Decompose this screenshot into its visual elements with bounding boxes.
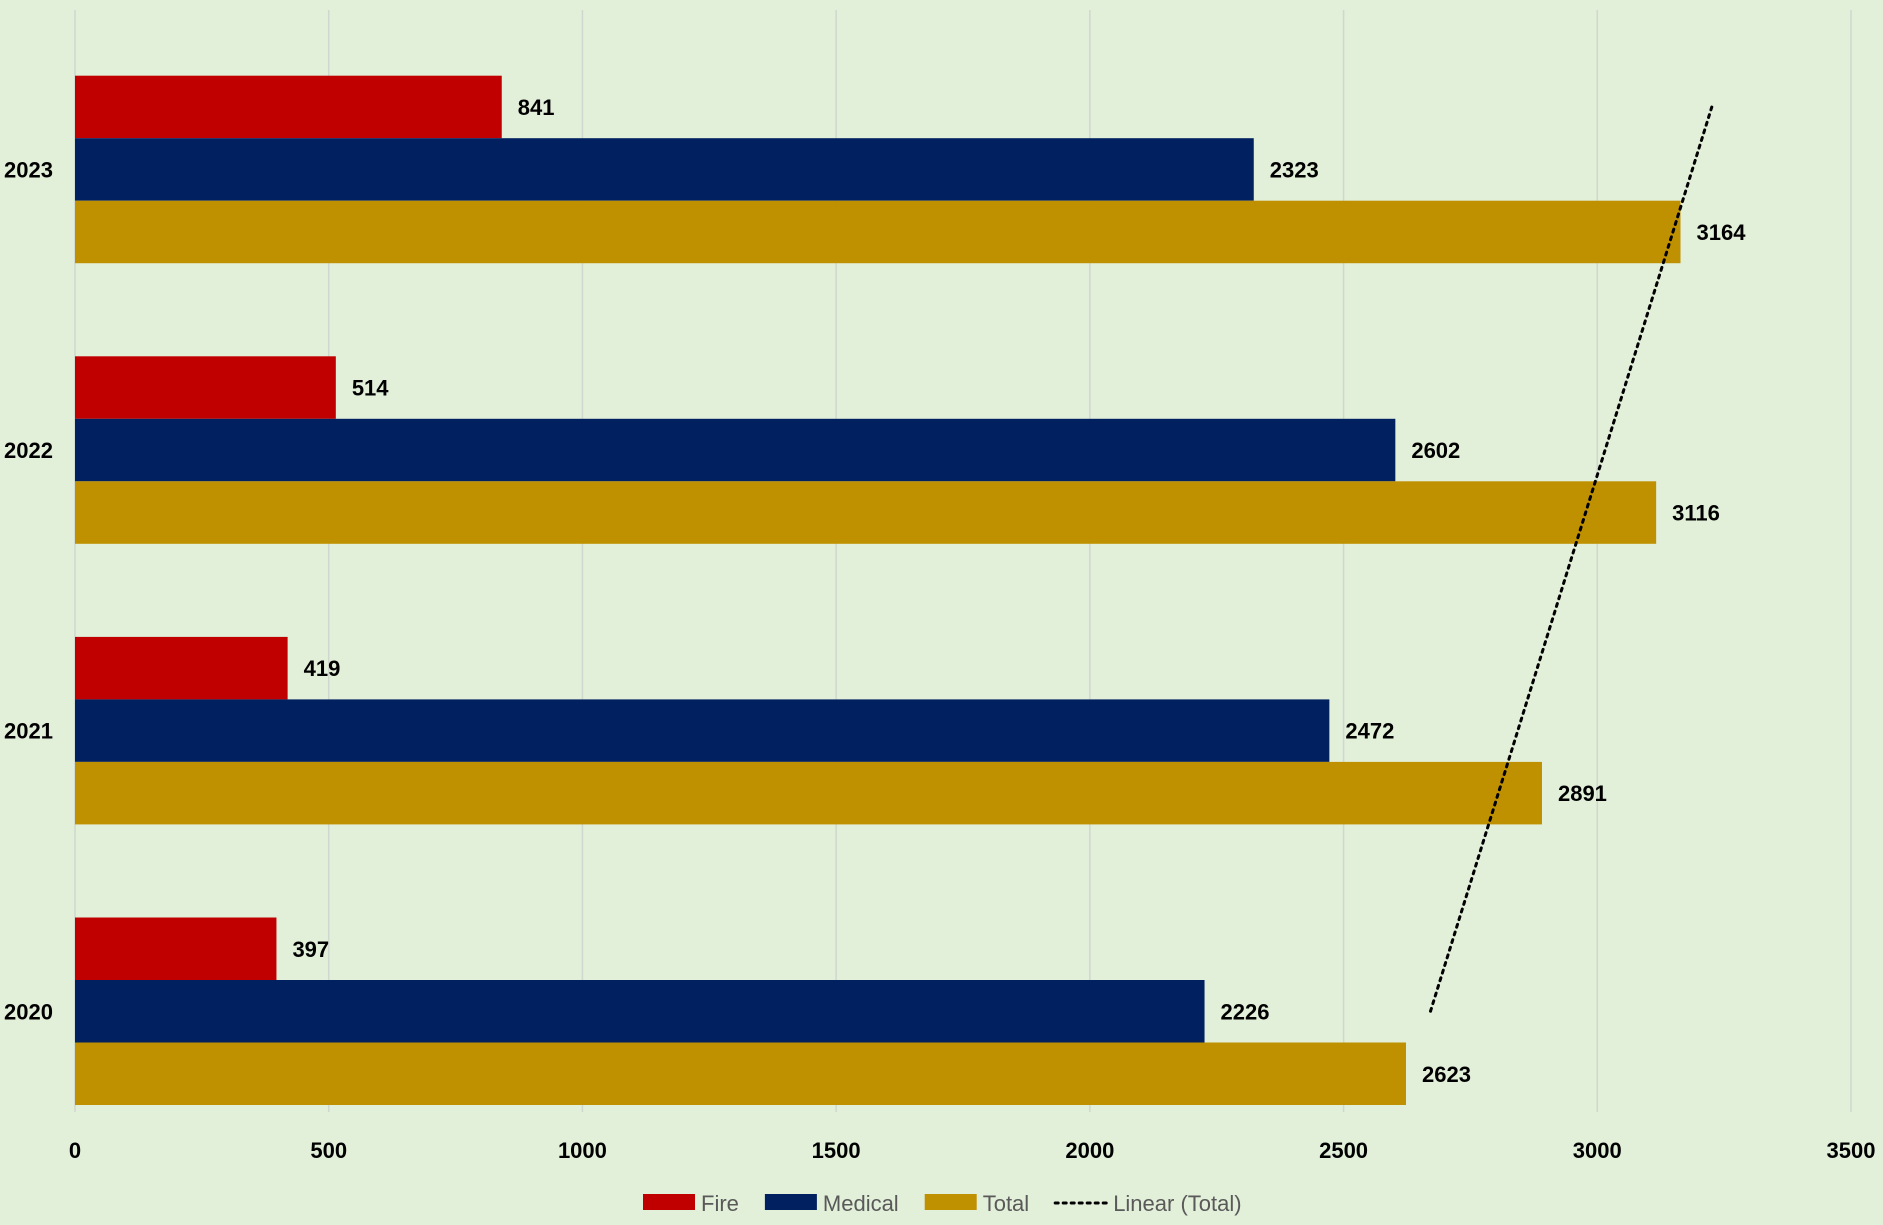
x-tick-label: 3000 [1573,1138,1622,1163]
x-tick-label: 1500 [812,1138,861,1163]
data-label: 514 [352,376,389,401]
data-label: 419 [304,656,341,681]
bar-fire-2022 [75,356,336,419]
x-axis: 0 500 1000 1500 2000 2500 3000 3500 [69,1138,1876,1163]
bar-fire-2020 [75,917,277,980]
data-label: 3164 [1697,220,1747,245]
data-labels: 397 2226 2623 419 2472 2891 514 2602 3116 841 2323… [292,95,1746,1087]
data-label: 397 [292,937,329,962]
legend-label: Medical [823,1191,899,1216]
data-label: 2623 [1422,1062,1471,1087]
x-tick-label: 500 [310,1138,347,1163]
data-label: 2323 [1270,157,1319,182]
bars [75,75,1681,1105]
legend-label: Fire [701,1191,739,1216]
bar-fire-2023 [75,75,502,139]
bar-total-2021 [75,761,1542,825]
trendline-linear-total [1428,105,1714,1013]
x-tick-label: 2500 [1319,1138,1368,1163]
bar-total-2022 [75,481,1657,544]
y-category-label: 2022 [4,438,53,463]
bar-fire-2021 [75,636,288,700]
data-label: 2226 [1221,999,1270,1024]
y-axis: 2020 2021 2022 2023 [4,157,53,1024]
y-category-label: 2021 [4,719,53,744]
bar-total-2023 [75,200,1681,264]
data-label: 841 [518,95,555,120]
x-tick-label: 2000 [1065,1138,1114,1163]
data-label: 2472 [1345,719,1394,744]
bar-total-2020 [75,1042,1406,1105]
bar-medical-2023 [75,138,1254,201]
data-label: 2602 [1411,438,1460,463]
legend-label: Total [983,1191,1029,1216]
x-tick-label: 1000 [558,1138,607,1163]
legend-swatch-medical [764,1194,817,1210]
trendline [1428,105,1714,1013]
y-category-label: 2020 [4,999,53,1024]
data-label: 3116 [1672,501,1720,526]
legend-swatch-total [924,1194,977,1210]
data-label: 2891 [1558,781,1607,806]
legend-swatch-fire [643,1194,695,1210]
legend: Fire Medical Total Linear (Total) [643,1191,1242,1216]
x-tick-label: 0 [69,1138,81,1163]
bar-medical-2020 [75,980,1205,1043]
legend-label: Linear (Total) [1113,1191,1241,1216]
y-category-label: 2023 [4,157,53,182]
x-tick-label: 3500 [1827,1138,1876,1163]
bar-medical-2022 [75,418,1396,482]
bar-medical-2021 [75,699,1330,762]
